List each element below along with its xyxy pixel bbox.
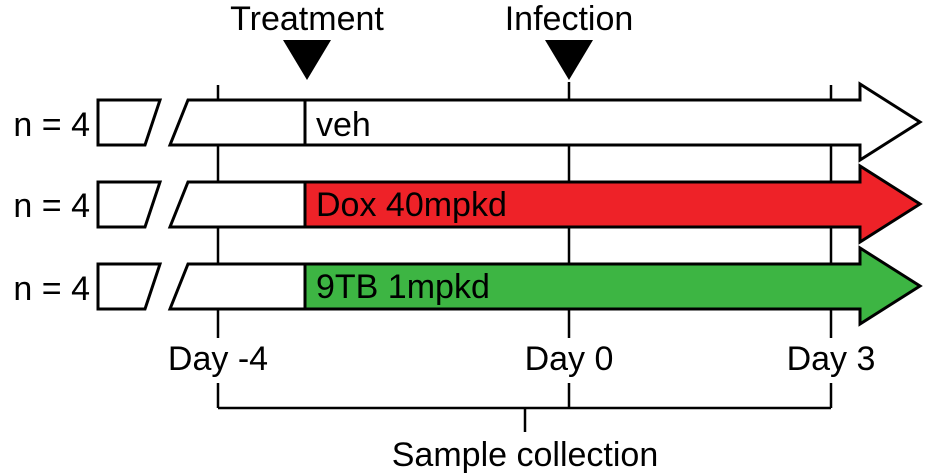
pre-treatment-segment bbox=[167, 180, 307, 229]
group-row-dox: n = 4 Dox 40mpkd bbox=[13, 163, 923, 245]
day-label-minus4: Day -4 bbox=[168, 340, 268, 378]
group-row-9tb: n = 4 9TB 1mpkd bbox=[13, 245, 923, 327]
arm-label-veh: veh bbox=[316, 106, 371, 144]
infection-marker-icon bbox=[545, 40, 593, 80]
group-n-label: n = 4 bbox=[13, 106, 90, 144]
day-guide-lines bbox=[216, 82, 833, 338]
group-n-label: n = 4 bbox=[13, 187, 90, 225]
group-n-label: n = 4 bbox=[13, 270, 90, 308]
sample-collection-bracket bbox=[216, 383, 833, 432]
arm-label-dox: Dox 40mpkd bbox=[316, 186, 507, 224]
treatment-arrow-veh bbox=[167, 81, 923, 163]
pre-treatment-segment bbox=[167, 262, 307, 311]
treatment-marker-icon bbox=[283, 40, 331, 80]
pre-period-box bbox=[96, 262, 163, 311]
treatment-arrow-dox bbox=[303, 163, 923, 245]
group-row-veh: n = 4 veh bbox=[13, 81, 923, 163]
arm-label-9tb: 9TB 1mpkd bbox=[316, 268, 490, 306]
treatment-label: Treatment bbox=[230, 0, 384, 38]
day-label-3: Day 3 bbox=[787, 340, 876, 378]
pre-period-box bbox=[96, 180, 163, 229]
day-label-0: Day 0 bbox=[525, 340, 614, 378]
sample-collection-label: Sample collection bbox=[392, 436, 658, 474]
treatment-arrow-9tb bbox=[303, 245, 923, 327]
infection-label: Infection bbox=[505, 0, 634, 38]
pre-period-box bbox=[96, 98, 163, 147]
